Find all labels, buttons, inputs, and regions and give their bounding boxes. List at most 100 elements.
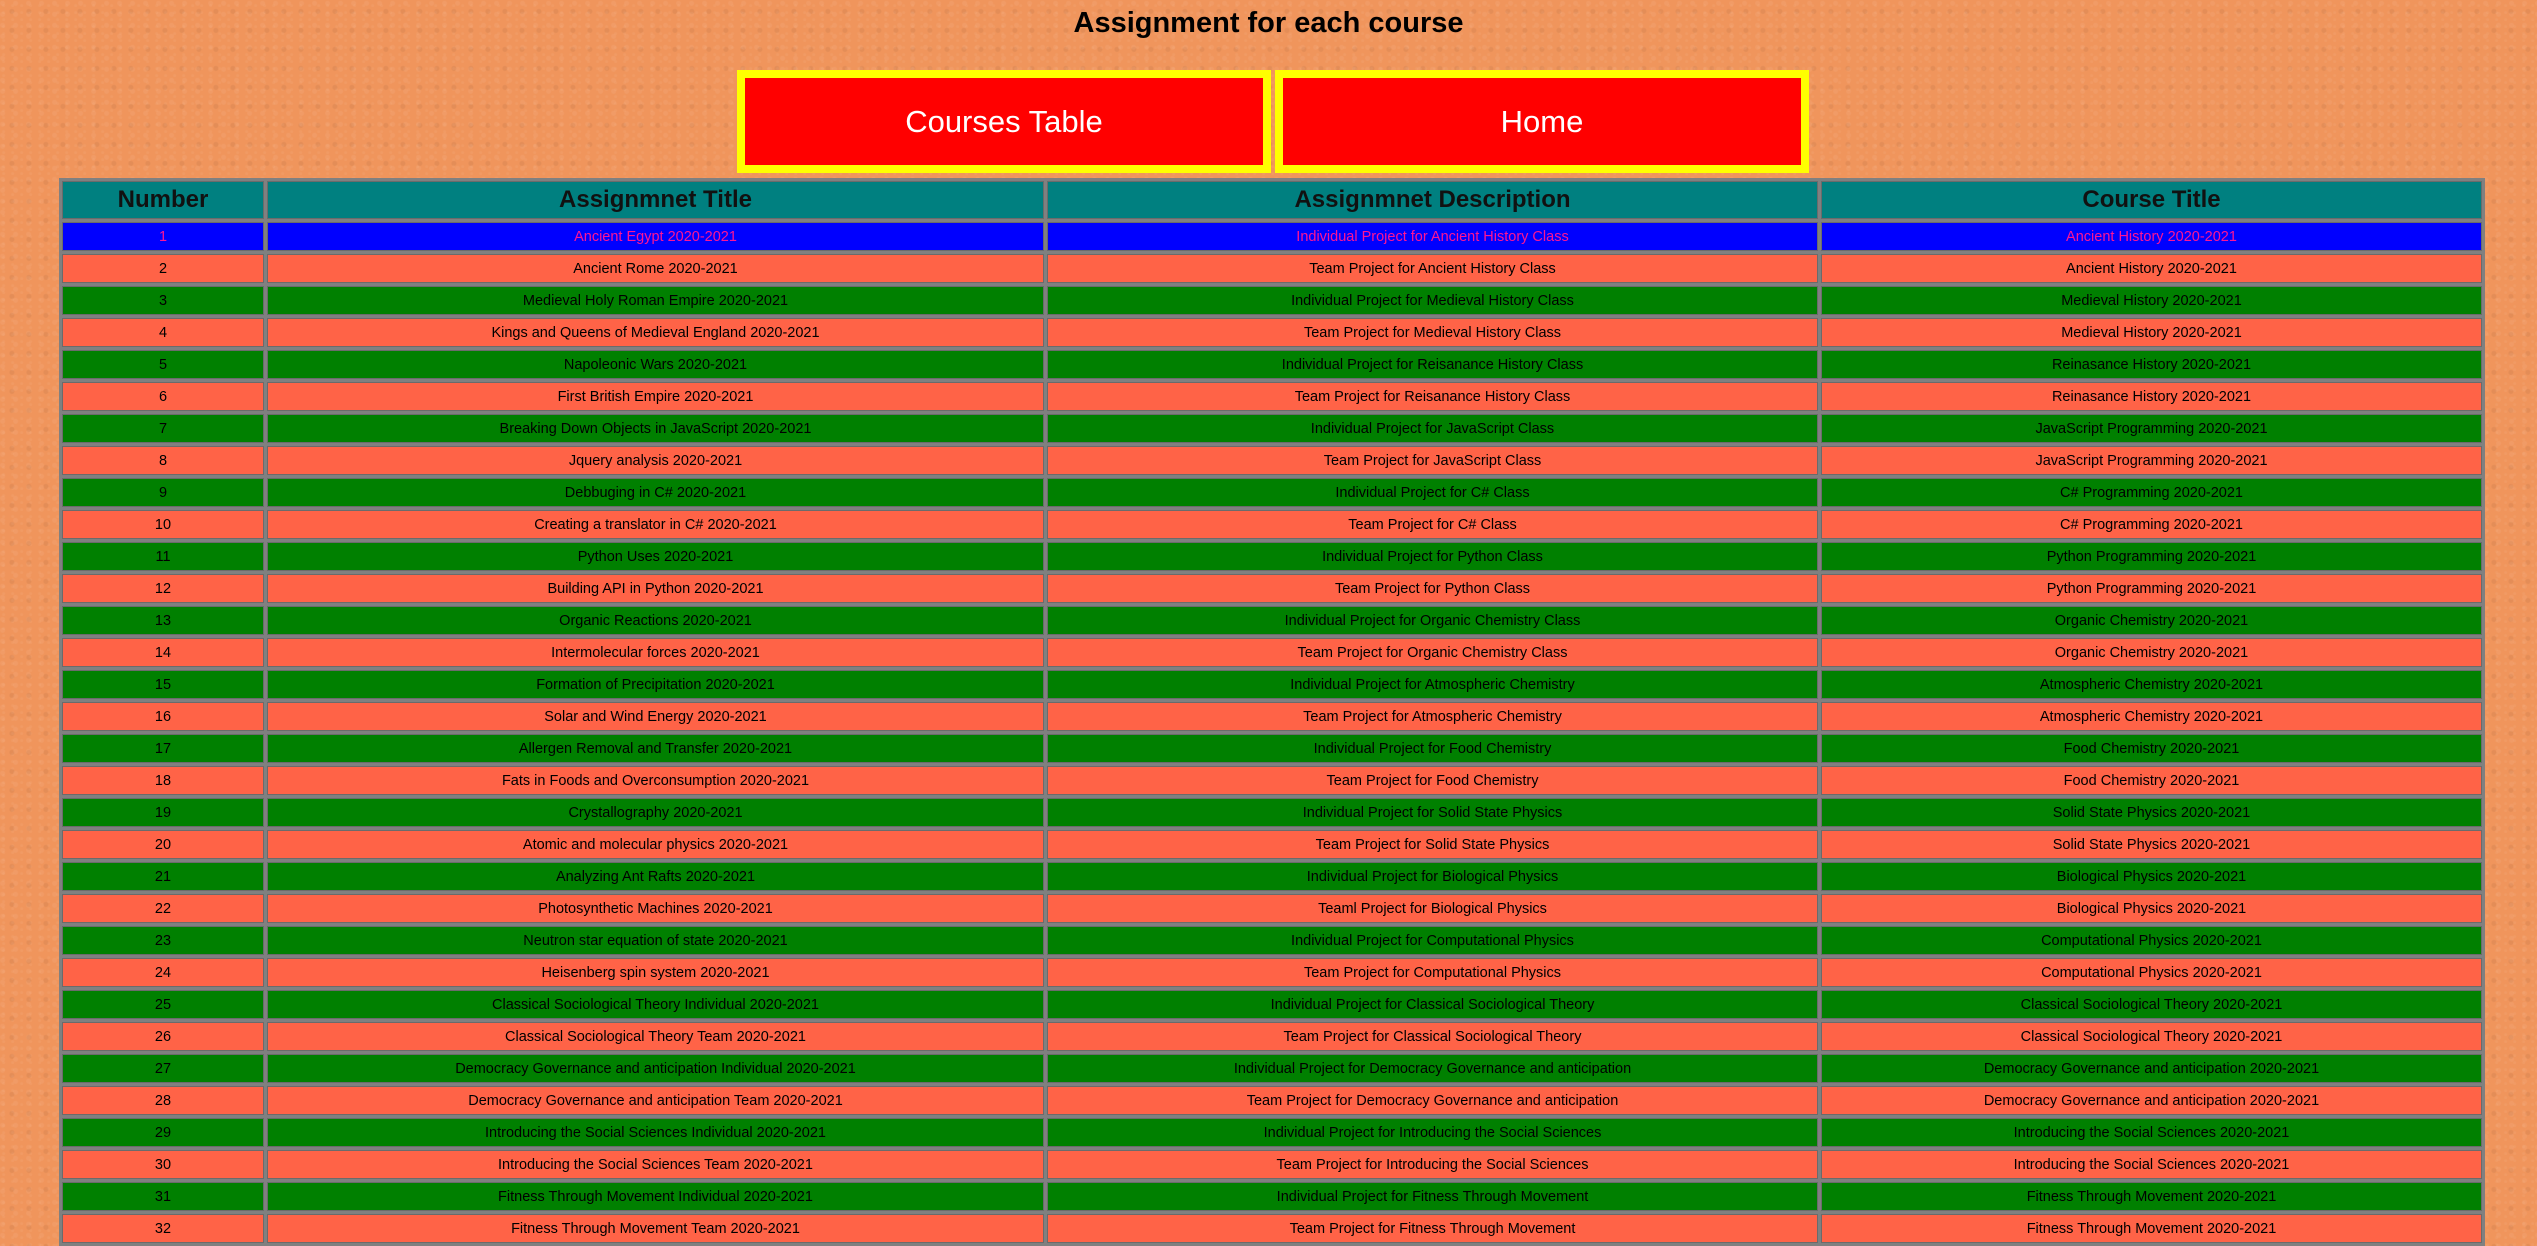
cell-assignment-title: Introducing the Social Sciences Individu… <box>267 1118 1044 1147</box>
cell-course-title: Food Chemistry 2020-2021 <box>1821 766 2482 795</box>
courses-table-button[interactable]: Courses Table <box>737 70 1271 173</box>
table-row[interactable]: 25 Classical Sociological Theory Individu… <box>62 990 2482 1019</box>
cell-number: 23 <box>62 926 264 955</box>
cell-course-title: Ancient History 2020-2021 <box>1821 222 2482 251</box>
cell-course-title: Solid State Physics 2020-2021 <box>1821 798 2482 827</box>
table-row[interactable]: 21 Analyzing Ant Rafts 2020-2021 Individua… <box>62 862 2482 891</box>
cell-assignment-title: Fitness Through Movement Team 2020-2021 <box>267 1214 1044 1243</box>
cell-assignment-description: Team Project for JavaScript Class <box>1047 446 1818 475</box>
cell-number: 16 <box>62 702 264 731</box>
table-row[interactable]: 27 Democracy Governance and anticipation … <box>62 1054 2482 1083</box>
cell-assignment-title: Heisenberg spin system 2020-2021 <box>267 958 1044 987</box>
table-row[interactable]: 14 Intermolecular forces 2020-2021 Team Pr… <box>62 638 2482 667</box>
cell-number: 25 <box>62 990 264 1019</box>
cell-assignment-description: Individual Project for Atmospheric Chemi… <box>1047 670 1818 699</box>
cell-number: 7 <box>62 414 264 443</box>
cell-course-title: Fitness Through Movement 2020-2021 <box>1821 1214 2482 1243</box>
table-row[interactable]: 22 Photosynthetic Machines 2020-2021 Teaml… <box>62 894 2482 923</box>
table-row[interactable]: 15 Formation of Precipitation 2020-2021 In… <box>62 670 2482 699</box>
cell-course-title: C# Programming 2020-2021 <box>1821 478 2482 507</box>
cell-course-title: Atmospheric Chemistry 2020-2021 <box>1821 670 2482 699</box>
cell-assignment-title: Organic Reactions 2020-2021 <box>267 606 1044 635</box>
cell-assignment-description: Team Project for Computational Physics <box>1047 958 1818 987</box>
table-header-row: Number Assignmnet Title Assignmnet Descr… <box>62 181 2482 219</box>
cell-number: 29 <box>62 1118 264 1147</box>
table-row[interactable]: 28 Democracy Governance and anticipation … <box>62 1086 2482 1115</box>
cell-assignment-title: Allergen Removal and Transfer 2020-2021 <box>267 734 1044 763</box>
table-row[interactable]: 3 Medieval Holy Roman Empire 2020-2021 Ind… <box>62 286 2482 315</box>
table-row[interactable]: 10 Creating a translator in C# 2020-2021 T… <box>62 510 2482 539</box>
cell-course-title: C# Programming 2020-2021 <box>1821 510 2482 539</box>
cell-assignment-title: Jquery analysis 2020-2021 <box>267 446 1044 475</box>
cell-number: 32 <box>62 1214 264 1243</box>
cell-assignment-title: Ancient Egypt 2020-2021 <box>267 222 1044 251</box>
table-row[interactable]: 2 Ancient Rome 2020-2021 Team Project for … <box>62 254 2482 283</box>
cell-number: 15 <box>62 670 264 699</box>
table-row[interactable]: 9 Debbuging in C# 2020-2021 Individual Pro… <box>62 478 2482 507</box>
cell-assignment-description: Team Project for Organic Chemistry Class <box>1047 638 1818 667</box>
cell-course-title: Biological Physics 2020-2021 <box>1821 894 2482 923</box>
table-row[interactable]: 11 Python Uses 2020-2021 Individual Projec… <box>62 542 2482 571</box>
cell-number: 9 <box>62 478 264 507</box>
cell-assignment-description: Team Project for Python Class <box>1047 574 1818 603</box>
cell-course-title: Reinasance History 2020-2021 <box>1821 350 2482 379</box>
cell-assignment-title: Classical Sociological Theory Individual… <box>267 990 1044 1019</box>
table-row[interactable]: 17 Allergen Removal and Transfer 2020-202… <box>62 734 2482 763</box>
cell-assignment-description: Team Project for Introducing the Social … <box>1047 1150 1818 1179</box>
table-row[interactable]: 30 Introducing the Social Sciences Team 2… <box>62 1150 2482 1179</box>
table-row[interactable]: 29 Introducing the Social Sciences Indivi… <box>62 1118 2482 1147</box>
cell-assignment-description: Individual Project for Solid State Physi… <box>1047 798 1818 827</box>
cell-course-title: Computational Physics 2020-2021 <box>1821 926 2482 955</box>
cell-assignment-description: Individual Project for Food Chemistry <box>1047 734 1818 763</box>
cell-number: 19 <box>62 798 264 827</box>
cell-course-title: Democracy Governance and anticipation 20… <box>1821 1054 2482 1083</box>
cell-assignment-title: Solar and Wind Energy 2020-2021 <box>267 702 1044 731</box>
cell-number: 8 <box>62 446 264 475</box>
cell-number: 14 <box>62 638 264 667</box>
cell-assignment-description: Team Project for Fitness Through Movemen… <box>1047 1214 1818 1243</box>
cell-assignment-description: Team Project for Ancient History Class <box>1047 254 1818 283</box>
cell-assignment-title: Atomic and molecular physics 2020-2021 <box>267 830 1044 859</box>
table-row[interactable]: 18 Fats in Foods and Overconsumption 2020… <box>62 766 2482 795</box>
table-row[interactable]: 5 Napoleonic Wars 2020-2021 Individual Pro… <box>62 350 2482 379</box>
cell-assignment-description: Individual Project for Medieval History … <box>1047 286 1818 315</box>
home-button[interactable]: Home <box>1275 70 1809 173</box>
table-row[interactable]: 4 Kings and Queens of Medieval England 20… <box>62 318 2482 347</box>
cell-assignment-title: Analyzing Ant Rafts 2020-2021 <box>267 862 1044 891</box>
cell-assignment-title: Classical Sociological Theory Team 2020-… <box>267 1022 1044 1051</box>
table-row[interactable]: 7 Breaking Down Objects in JavaScript 202… <box>62 414 2482 443</box>
table-row[interactable]: 1 Ancient Egypt 2020-2021 Individual Proje… <box>62 222 2482 251</box>
table-row[interactable]: 19 Crystallography 2020-2021 Individual Pr… <box>62 798 2482 827</box>
cell-assignment-title: Kings and Queens of Medieval England 202… <box>267 318 1044 347</box>
table-row[interactable]: 8 Jquery analysis 2020-2021 Team Project f… <box>62 446 2482 475</box>
table-row[interactable]: 24 Heisenberg spin system 2020-2021 Team P… <box>62 958 2482 987</box>
header-course-title: Course Title <box>1821 181 2482 219</box>
cell-course-title: Solid State Physics 2020-2021 <box>1821 830 2482 859</box>
cell-assignment-description: Individual Project for Reisanance Histor… <box>1047 350 1818 379</box>
cell-course-title: Atmospheric Chemistry 2020-2021 <box>1821 702 2482 731</box>
cell-number: 12 <box>62 574 264 603</box>
page-title: Assignment for each course <box>1073 7 1464 39</box>
table-row[interactable]: 20 Atomic and molecular physics 2020-2021… <box>62 830 2482 859</box>
cell-assignment-description: Team Project for Solid State Physics <box>1047 830 1818 859</box>
cell-assignment-description: Individual Project for Introducing the S… <box>1047 1118 1818 1147</box>
cell-number: 13 <box>62 606 264 635</box>
cell-course-title: Organic Chemistry 2020-2021 <box>1821 638 2482 667</box>
table-row[interactable]: 12 Building API in Python 2020-2021 Team P… <box>62 574 2482 603</box>
cell-assignment-title: Crystallography 2020-2021 <box>267 798 1044 827</box>
cell-assignment-description: Individual Project for JavaScript Class <box>1047 414 1818 443</box>
table-row[interactable]: 32 Fitness Through Movement Team 2020-202… <box>62 1214 2482 1243</box>
cell-course-title: Medieval History 2020-2021 <box>1821 318 2482 347</box>
table-row[interactable]: 23 Neutron star equation of state 2020-20… <box>62 926 2482 955</box>
cell-assignment-title: Intermolecular forces 2020-2021 <box>267 638 1044 667</box>
cell-assignment-description: Individual Project for C# Class <box>1047 478 1818 507</box>
table-row[interactable]: 26 Classical Sociological Theory Team 202… <box>62 1022 2482 1051</box>
cell-number: 30 <box>62 1150 264 1179</box>
cell-number: 20 <box>62 830 264 859</box>
table-row[interactable]: 31 Fitness Through Movement Individual 20… <box>62 1182 2482 1211</box>
table-row[interactable]: 13 Organic Reactions 2020-2021 Individual … <box>62 606 2482 635</box>
cell-assignment-title: Fitness Through Movement Individual 2020… <box>267 1182 1044 1211</box>
table-row[interactable]: 16 Solar and Wind Energy 2020-2021 Team Pr… <box>62 702 2482 731</box>
table-row[interactable]: 6 First British Empire 2020-2021 Team Proj… <box>62 382 2482 411</box>
cell-assignment-title: Python Uses 2020-2021 <box>267 542 1044 571</box>
